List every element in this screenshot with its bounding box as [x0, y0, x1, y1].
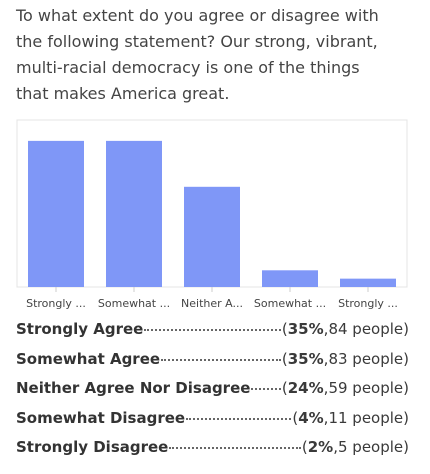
separator: , — [323, 379, 329, 397]
close-paren: ) — [403, 438, 409, 456]
open-paren: ( — [281, 320, 288, 338]
close-paren: ) — [403, 408, 409, 427]
bar — [28, 140, 84, 287]
x-tick-label: Somewhat ... — [98, 297, 170, 310]
percent: 2% — [307, 438, 334, 456]
percent: 4% — [298, 408, 324, 427]
result-row: Strongly Agree (35%, 84 people) — [16, 320, 409, 350]
x-tick-label: Neither A... — [181, 297, 243, 310]
leader-dots — [144, 329, 281, 331]
percent: 24% — [287, 379, 324, 397]
people-count: 11 people — [328, 408, 404, 427]
result-row: Neither Agree Nor Disagree (24%, 59 peopl… — [16, 379, 409, 409]
separator: , — [323, 408, 329, 427]
close-paren: ) — [403, 379, 409, 397]
result-row: Somewhat Agree (35%, 83 people) — [16, 350, 409, 380]
bar — [184, 186, 240, 287]
percent: 35% — [287, 349, 324, 368]
bar — [340, 278, 396, 287]
percent: 35% — [287, 320, 324, 338]
separator: , — [333, 438, 338, 456]
question: To what extent do you agree or disagree … — [16, 6, 379, 103]
leader-dots — [169, 447, 301, 449]
answer-label: Strongly Agree — [16, 320, 144, 338]
answer-label: Neither Agree Nor Disagree — [16, 379, 251, 397]
x-tick-label: Strongly ... — [26, 297, 86, 310]
people-count: 83 people — [328, 349, 404, 368]
open-paren: ( — [281, 349, 288, 368]
open-paren: ( — [292, 408, 299, 427]
people-count: 5 people — [337, 438, 404, 456]
people-count: 84 people — [328, 320, 404, 338]
x-tick-label: Strongly ... — [338, 297, 398, 310]
leader-dots — [251, 388, 281, 390]
close-paren: ) — [403, 320, 409, 338]
leader-dots — [161, 358, 281, 361]
open-paren: ( — [281, 379, 288, 397]
people-count: 59 people — [328, 379, 404, 397]
result-row: Strongly Disagree (2%, 5 people) — [16, 438, 409, 468]
answer-label: Strongly Disagree — [16, 438, 169, 456]
separator: , — [323, 349, 329, 368]
bar — [262, 270, 318, 287]
leader-dots — [186, 417, 292, 420]
answer-label: Somewhat Disagree — [16, 408, 186, 427]
bar — [106, 140, 162, 287]
close-paren: ) — [403, 349, 409, 368]
result-row: Somewhat Disagree (4%, 11 people) — [16, 409, 409, 439]
separator: , — [323, 320, 329, 338]
open-paren: ( — [301, 438, 308, 456]
chart: Strongly ... Somewhat ... Neither A... Some… — [16, 119, 408, 310]
answer-label: Somewhat Agree — [16, 349, 161, 368]
x-tick-label: Somewhat ... — [254, 297, 326, 310]
result-list: Strongly Agree(35%, 84 people) Somewhat A… — [16, 320, 409, 468]
